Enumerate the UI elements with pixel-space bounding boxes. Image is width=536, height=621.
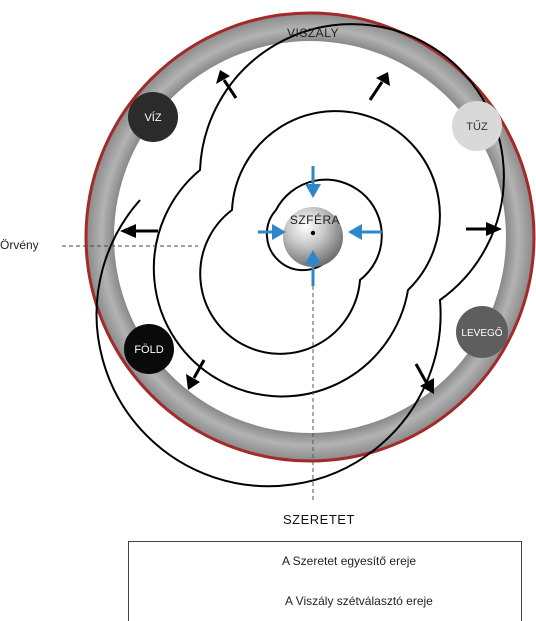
element-fold: FÖLD — [124, 324, 174, 374]
strife-arrow-left — [120, 224, 158, 238]
element-fold-label: FÖLD — [134, 344, 163, 356]
element-tuz: TŰZ — [452, 101, 502, 151]
love-arrow-right — [348, 224, 382, 240]
love-arrows — [258, 166, 382, 286]
strife-label: VISZÁLY — [287, 26, 339, 40]
element-fold-circle — [124, 324, 174, 374]
element-viz-circle — [128, 92, 178, 142]
vortex-label: Örvény — [0, 238, 39, 252]
legend-strife-text: A Viszály szétválasztó ereje — [285, 594, 433, 608]
element-viz: VÍZ — [128, 92, 178, 142]
strife-arrows — [120, 70, 502, 394]
sphere-center-dot — [310, 230, 316, 236]
strife-arrow-bottom-right — [414, 363, 434, 394]
element-viz-label: VÍZ — [144, 111, 161, 124]
love-arrow-bottom — [305, 250, 321, 286]
sphere — [283, 207, 343, 267]
love-label: SZERETET — [283, 512, 355, 527]
element-tuz-circle — [452, 101, 502, 151]
strife-arrow-top-right — [368, 72, 390, 101]
element-levego-label: LEVEGŐ — [461, 325, 502, 339]
element-levego: LEVEGŐ — [456, 306, 508, 358]
legend-love-text: A Szeretet egyesítő ereje — [282, 554, 417, 568]
legend-box — [128, 541, 522, 621]
strife-arrow-bottom-left — [186, 359, 206, 390]
love-arrow-left — [258, 224, 286, 240]
strife-arrow-top-left — [216, 70, 238, 99]
element-tuz-label: TŰZ — [466, 119, 488, 133]
element-levego-circle — [456, 306, 508, 358]
vortex-spiral — [95, 23, 505, 488]
love-arrow-top — [305, 166, 321, 198]
sphere-label: SZFÉRA — [290, 212, 340, 227]
strife-arrow-right — [466, 222, 502, 236]
